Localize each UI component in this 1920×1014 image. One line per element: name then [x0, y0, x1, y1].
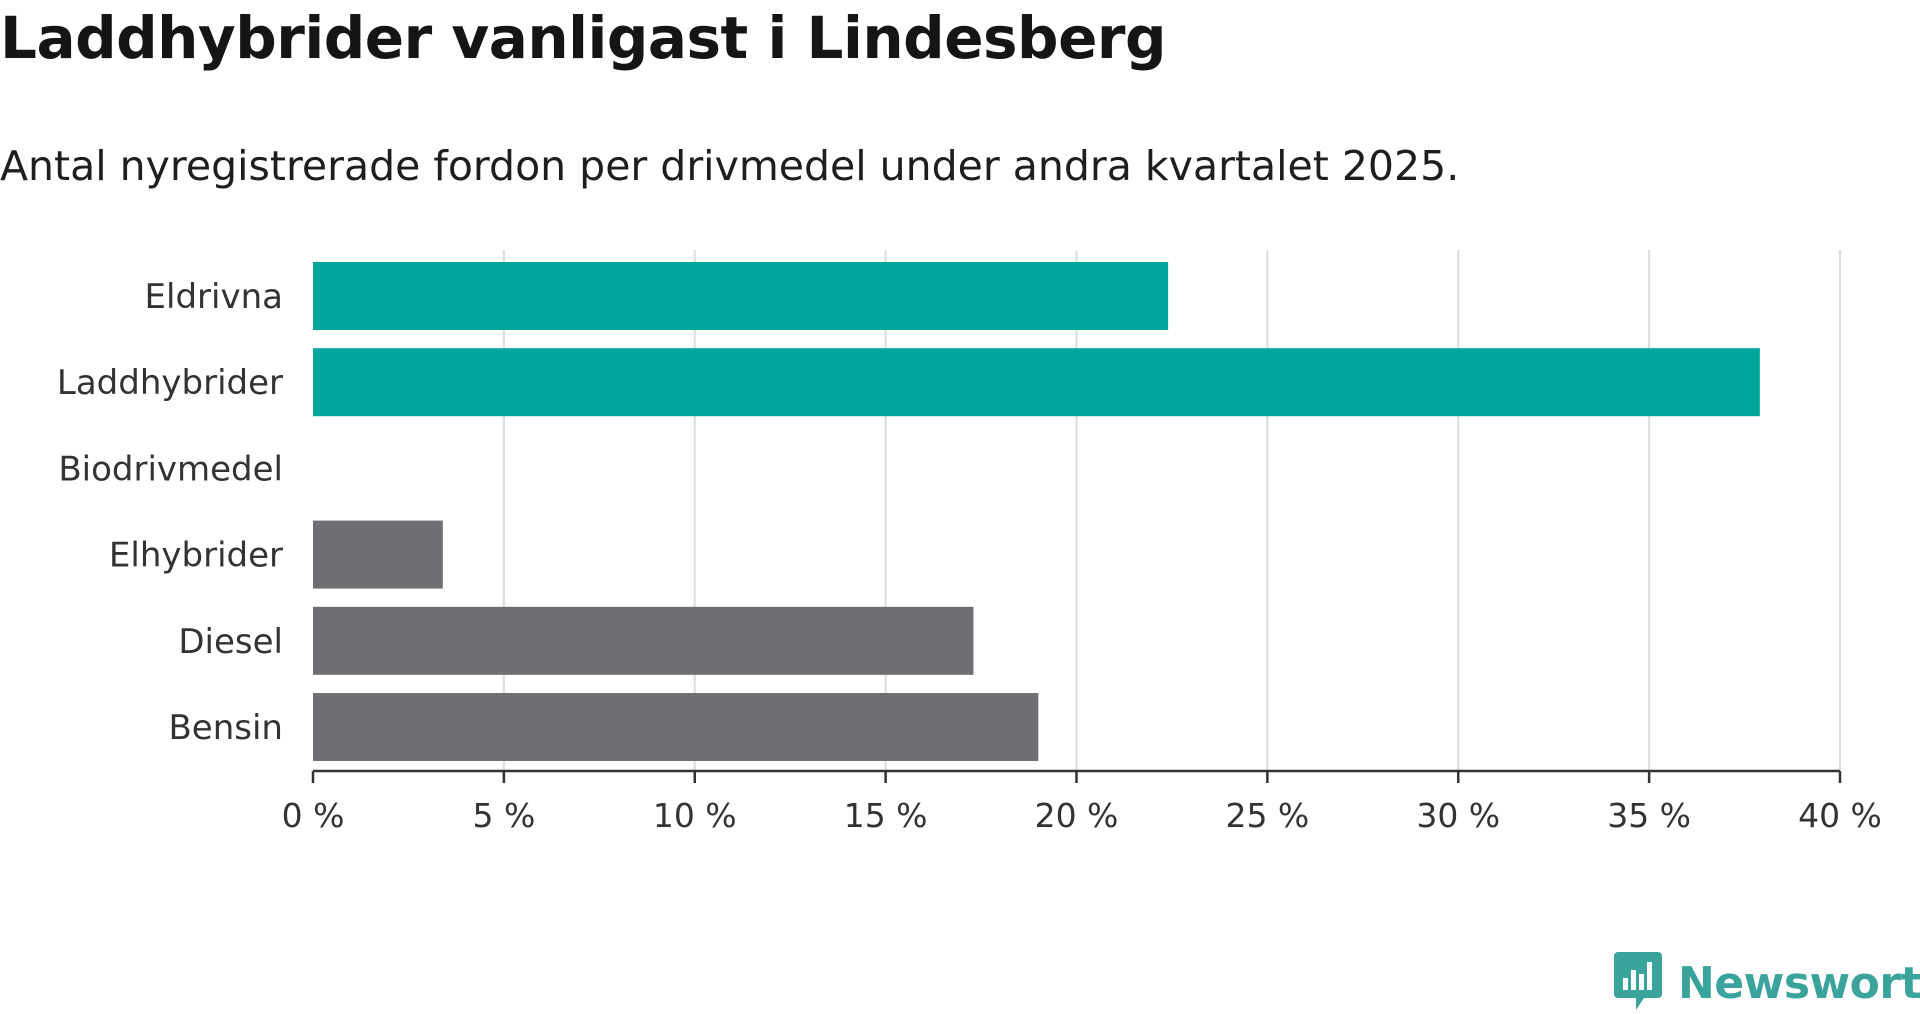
- x-tick-label: 5 %: [472, 796, 535, 835]
- bar: [313, 693, 1039, 761]
- bar-chart: Eldrivna Laddhybrider Biodrivmedel Elhybrid…: [57, 250, 1882, 835]
- x-tick-label: 15 %: [844, 796, 928, 835]
- x-tick-label: 20 %: [1035, 796, 1119, 835]
- bar: [313, 262, 1169, 330]
- bar: [313, 606, 974, 675]
- newsworthy-logo-icon: [1614, 952, 1662, 1014]
- category-label: Laddhybrider: [57, 363, 283, 403]
- x-tick-label: 35 %: [1607, 796, 1691, 835]
- category-label: Diesel: [178, 622, 283, 662]
- category-label: Eldrivna: [145, 277, 283, 317]
- x-tick-label: 30 %: [1416, 796, 1500, 835]
- chart-subtitle: Antal nyregistrerade fordon per drivmede…: [0, 142, 1460, 190]
- bar: [313, 520, 443, 589]
- x-tick-label: 25 %: [1225, 796, 1309, 835]
- x-tick-label: 0 %: [282, 796, 345, 835]
- category-label: Bensin: [168, 708, 283, 748]
- chart-title: Laddhybrider vanligast i Lindesberg: [0, 4, 1167, 72]
- newsworthy-logo-text: Newsworthy: [1678, 957, 1920, 1009]
- category-label: Biodrivmedel: [58, 449, 283, 489]
- x-tick-label: 10 %: [653, 796, 737, 835]
- newsworthy-logo: Newsworthy: [1614, 952, 1920, 1014]
- bar: [313, 348, 1760, 417]
- category-label: Elhybrider: [109, 536, 283, 576]
- x-tick-label: 40 %: [1798, 796, 1882, 835]
